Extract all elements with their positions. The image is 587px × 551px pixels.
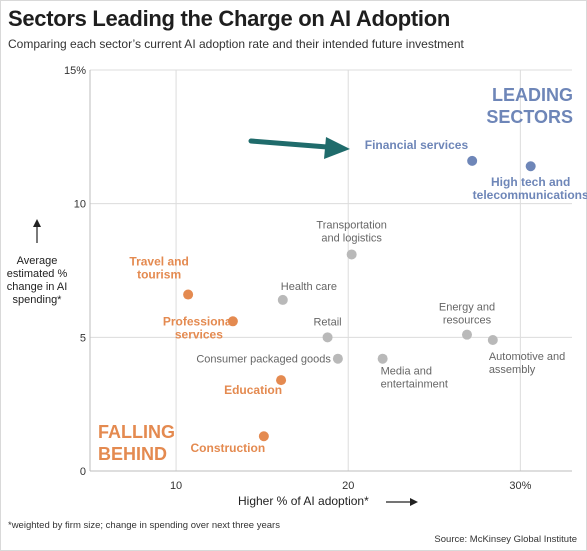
data-point bbox=[258, 431, 269, 442]
point-label-line: Transportation bbox=[316, 219, 387, 231]
point-label-line: Retail bbox=[313, 316, 341, 328]
plot-area bbox=[90, 70, 572, 471]
data-point bbox=[525, 161, 536, 172]
data-point bbox=[276, 375, 287, 386]
point-label: Health care bbox=[281, 281, 337, 293]
point-label-line: Energy and bbox=[439, 302, 495, 314]
point-label-line: assembly bbox=[489, 364, 536, 376]
footnote: *weighted by firm size; change in spendi… bbox=[8, 520, 280, 531]
point-labels: Financial services High tech and telecommu… bbox=[129, 138, 587, 455]
x-axis-label: Higher % of AI adoption* bbox=[238, 494, 369, 508]
point-label-line: resources bbox=[443, 315, 492, 327]
grid-lines bbox=[89, 69, 572, 472]
point-label: Automotive and assembly bbox=[489, 351, 565, 376]
data-points bbox=[183, 155, 536, 442]
right-arrow-icon bbox=[386, 498, 418, 506]
data-point bbox=[467, 155, 478, 166]
point-label-line: Health care bbox=[281, 281, 337, 293]
point-label: Energy and resources bbox=[439, 302, 495, 327]
axis-ticks: 10 20 30% 0 5 10 15% bbox=[64, 65, 532, 492]
point-label: Financial services bbox=[365, 138, 469, 152]
point-label-line: and logistics bbox=[321, 232, 382, 244]
point-label: Professional services bbox=[163, 314, 235, 341]
point-label-line: services bbox=[175, 327, 223, 341]
data-point bbox=[461, 329, 472, 340]
chart-title: Sectors Leading the Charge on AI Adoptio… bbox=[8, 6, 450, 31]
point-label-line: Travel and bbox=[129, 255, 188, 269]
leading-sectors-label: LEADING SECTORS bbox=[486, 84, 573, 128]
data-point bbox=[346, 249, 357, 260]
data-point bbox=[487, 335, 498, 346]
y-tick-label: 0 bbox=[80, 466, 86, 478]
y-tick-label: 5 bbox=[80, 332, 86, 344]
source-note: Source: McKinsey Global Institute bbox=[434, 534, 577, 545]
point-label-line: tourism bbox=[137, 268, 181, 282]
point-label-line: Construction bbox=[191, 441, 266, 455]
point-label-line: Consumer packaged goods bbox=[196, 354, 331, 366]
point-label-line: entertainment bbox=[381, 379, 448, 391]
chart-subtitle: Comparing each sector’s current AI adopt… bbox=[8, 37, 464, 51]
x-tick-label: 10 bbox=[170, 480, 182, 492]
data-point bbox=[322, 332, 333, 343]
falling-behind-label: FALLING BEHIND bbox=[98, 421, 175, 465]
teal-arrow-icon bbox=[248, 137, 350, 159]
y-tick-label: 10 bbox=[74, 199, 86, 211]
point-label-line: Financial services bbox=[365, 138, 469, 152]
point-label-line: Professional bbox=[163, 314, 235, 328]
x-tick-label: 30% bbox=[509, 480, 531, 492]
y-tick-label: 15% bbox=[64, 65, 86, 77]
point-label: Consumer packaged goods bbox=[196, 354, 331, 366]
point-label-line: Automotive and bbox=[489, 351, 565, 363]
point-label: Education bbox=[224, 383, 282, 397]
point-label: Transportation and logistics bbox=[316, 219, 387, 244]
point-label-line: telecommunications bbox=[473, 188, 587, 202]
y-axis-label: Average estimated % change in AI spendin… bbox=[6, 255, 68, 306]
falling-line2: BEHIND bbox=[98, 444, 168, 464]
data-point bbox=[277, 294, 288, 305]
data-point bbox=[227, 316, 238, 327]
falling-line1: FALLING bbox=[98, 422, 175, 442]
leading-line1: LEADING bbox=[492, 85, 573, 105]
point-label-line: High tech and bbox=[491, 175, 570, 189]
up-arrow-icon bbox=[33, 219, 41, 243]
data-point bbox=[332, 353, 343, 364]
x-tick-label: 20 bbox=[342, 480, 354, 492]
data-point bbox=[183, 289, 194, 300]
point-label: Retail bbox=[313, 316, 341, 328]
point-label: Construction bbox=[191, 441, 266, 455]
point-label: Media and entertainment bbox=[381, 366, 448, 391]
point-label-line: Education bbox=[224, 383, 282, 397]
point-label: High tech and telecommunications bbox=[473, 175, 587, 202]
point-label: Travel and tourism bbox=[129, 255, 188, 282]
data-point bbox=[377, 353, 388, 364]
leading-line2: SECTORS bbox=[486, 107, 573, 127]
point-label-line: Media and bbox=[381, 366, 432, 378]
